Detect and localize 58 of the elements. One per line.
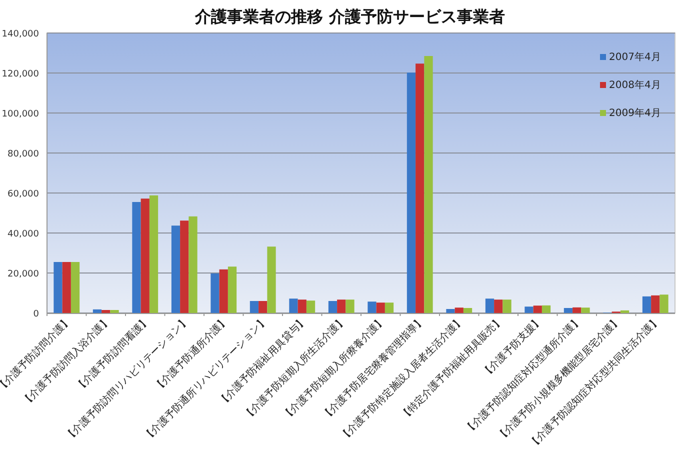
y-tick-label: 80,000	[8, 150, 40, 160]
bar	[542, 305, 551, 313]
y-tick-label: 60,000	[8, 190, 40, 200]
bar	[446, 309, 455, 313]
bar	[463, 308, 472, 313]
y-tick-label: 40,000	[8, 230, 40, 240]
legend-label: 2008年4月	[609, 79, 661, 91]
bar	[180, 220, 189, 313]
bar	[210, 273, 220, 313]
bar	[70, 262, 80, 313]
bar	[171, 226, 180, 313]
y-tick-label: 100,000	[2, 110, 40, 120]
bar	[54, 262, 62, 313]
bar	[337, 300, 346, 313]
bar	[494, 300, 503, 313]
bar	[250, 301, 259, 313]
bar	[306, 300, 316, 313]
chart-title: 介護事業者の推移 介護予防サービス事業者	[194, 7, 505, 26]
bar	[572, 307, 582, 313]
bar	[62, 262, 71, 313]
bar	[564, 308, 573, 313]
bar	[298, 300, 306, 313]
bar	[524, 306, 534, 313]
bar	[533, 306, 542, 313]
bar	[267, 246, 276, 313]
bar	[620, 310, 630, 313]
legend-label: 2007年4月	[609, 51, 661, 63]
bar	[651, 295, 660, 313]
bar	[149, 195, 158, 313]
bar	[406, 72, 416, 313]
bar	[132, 202, 141, 313]
bar	[219, 269, 228, 313]
bar	[416, 64, 424, 313]
bar	[368, 302, 376, 313]
bar	[376, 302, 385, 313]
bar	[581, 308, 590, 313]
bar	[454, 308, 464, 313]
bar	[485, 298, 494, 313]
y-tick-label: 20,000	[8, 270, 40, 280]
bar	[346, 300, 354, 313]
bar	[384, 302, 394, 313]
bar	[660, 294, 668, 313]
bar	[188, 216, 198, 313]
bar	[228, 266, 237, 313]
bar	[258, 301, 268, 313]
bar	[289, 298, 298, 313]
bar	[328, 301, 338, 313]
y-tick-label: 140,000	[2, 30, 40, 40]
bar	[642, 296, 652, 313]
y-tick-label: 120,000	[2, 70, 40, 80]
bar	[92, 309, 102, 313]
y-tick-label: 0	[33, 310, 40, 320]
legend-label: 2009年4月	[609, 107, 661, 119]
bar	[424, 56, 433, 313]
bar	[110, 310, 119, 313]
bar	[502, 300, 512, 313]
bar	[140, 198, 150, 313]
bar	[102, 310, 110, 313]
